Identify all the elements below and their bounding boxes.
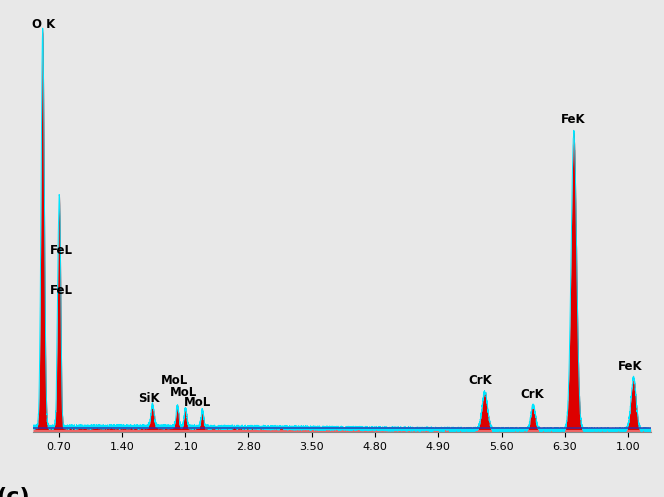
Text: (c): (c) xyxy=(0,487,30,497)
Text: MoL: MoL xyxy=(170,386,197,399)
Text: MoL: MoL xyxy=(161,374,188,387)
Text: SiK: SiK xyxy=(138,392,160,405)
Text: O K: O K xyxy=(31,18,54,31)
Text: CrK: CrK xyxy=(521,388,544,401)
Text: CrK: CrK xyxy=(469,374,493,387)
Text: FeL: FeL xyxy=(50,245,73,257)
Text: FeK: FeK xyxy=(560,113,585,126)
Text: FeL: FeL xyxy=(50,284,73,297)
Text: FeK: FeK xyxy=(618,360,642,373)
Text: MoL: MoL xyxy=(184,396,211,409)
